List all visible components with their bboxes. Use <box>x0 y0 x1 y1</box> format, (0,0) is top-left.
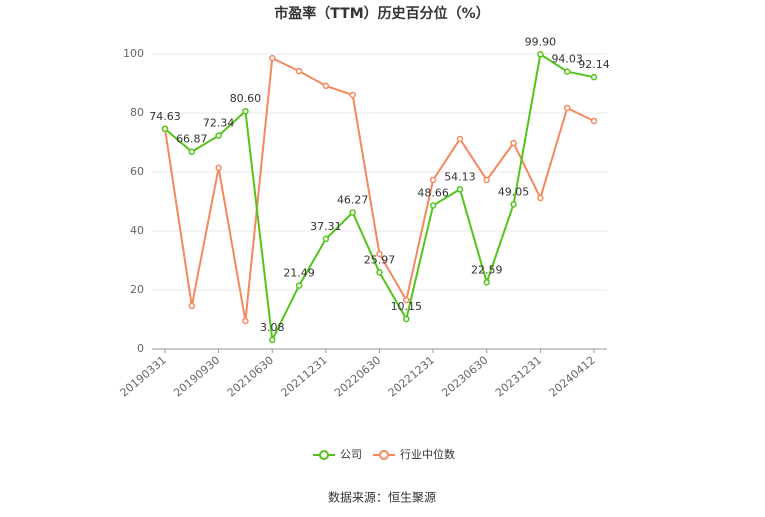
data-label: 46.27 <box>337 194 369 207</box>
point <box>510 201 517 208</box>
point <box>483 279 490 286</box>
legend-marker <box>319 450 329 460</box>
point <box>215 164 222 172</box>
data-label: 21.49 <box>283 267 315 280</box>
point <box>429 202 437 209</box>
y-tick-label: 20 <box>130 283 144 296</box>
data-label: 37.31 <box>310 220 342 233</box>
x-tick-label: 20230630 <box>439 354 490 400</box>
point <box>456 135 464 143</box>
point <box>295 282 303 289</box>
point <box>188 148 196 155</box>
y-tick-label: 80 <box>130 106 144 119</box>
point <box>590 73 598 81</box>
point <box>376 269 383 276</box>
point <box>537 194 544 202</box>
point <box>456 186 464 193</box>
data-label: 80.60 <box>230 92 262 105</box>
point <box>295 67 303 75</box>
legend-label: 行业中位数 <box>400 447 455 461</box>
point <box>563 104 571 112</box>
legend-marker <box>379 450 389 460</box>
point <box>188 302 196 310</box>
point <box>403 315 410 323</box>
point <box>349 91 356 99</box>
data-label: 66.87 <box>176 133 208 146</box>
data-label: 74.63 <box>149 110 181 123</box>
point <box>429 176 437 184</box>
data-label: 49.05 <box>498 185 530 198</box>
point <box>537 51 544 58</box>
x-tick-label: 20220630 <box>332 354 383 400</box>
x-tick-label: 20231231 <box>493 354 544 400</box>
x-tick-label: 20240412 <box>547 354 598 400</box>
data-label: 22.59 <box>471 263 503 276</box>
point <box>322 235 330 243</box>
point <box>242 317 249 325</box>
data-label: 10.15 <box>391 300 423 313</box>
point <box>483 176 490 184</box>
y-tick-label: 40 <box>130 224 144 237</box>
legend-label: 公司 <box>340 448 362 461</box>
data-label: 99.90 <box>525 35 557 48</box>
y-tick-label: 0 <box>137 342 144 355</box>
point <box>322 82 330 90</box>
point <box>590 117 598 125</box>
data-label: 48.66 <box>417 186 449 199</box>
chart-title: 市盈率（TTM）历史百分位（%） <box>274 5 489 22</box>
point <box>269 336 276 344</box>
point <box>376 250 383 258</box>
data-label: 3.08 <box>260 321 285 334</box>
data-label: 25.97 <box>364 253 396 266</box>
data-label: 94.03 <box>551 53 583 66</box>
point <box>349 209 356 216</box>
x-tick-label: 20211231 <box>278 354 329 400</box>
point <box>403 296 410 304</box>
x-tick-label: 20221231 <box>386 354 437 400</box>
data-label: 92.14 <box>578 58 610 71</box>
point <box>161 125 169 133</box>
y-tick-label: 60 <box>130 165 144 178</box>
x-tick-label: 20190930 <box>171 354 222 400</box>
x-tick-label: 20190331 <box>118 354 169 400</box>
point <box>563 68 571 75</box>
data-label: 54.13 <box>444 170 476 183</box>
source: 数据来源：恒生聚源 <box>328 490 436 505</box>
y-tick-label: 100 <box>123 47 144 60</box>
data-label: 72.34 <box>203 117 235 130</box>
point <box>242 107 249 115</box>
point <box>269 54 276 62</box>
point <box>215 132 222 139</box>
x-tick-label: 20210630 <box>225 354 276 400</box>
point <box>510 139 517 147</box>
